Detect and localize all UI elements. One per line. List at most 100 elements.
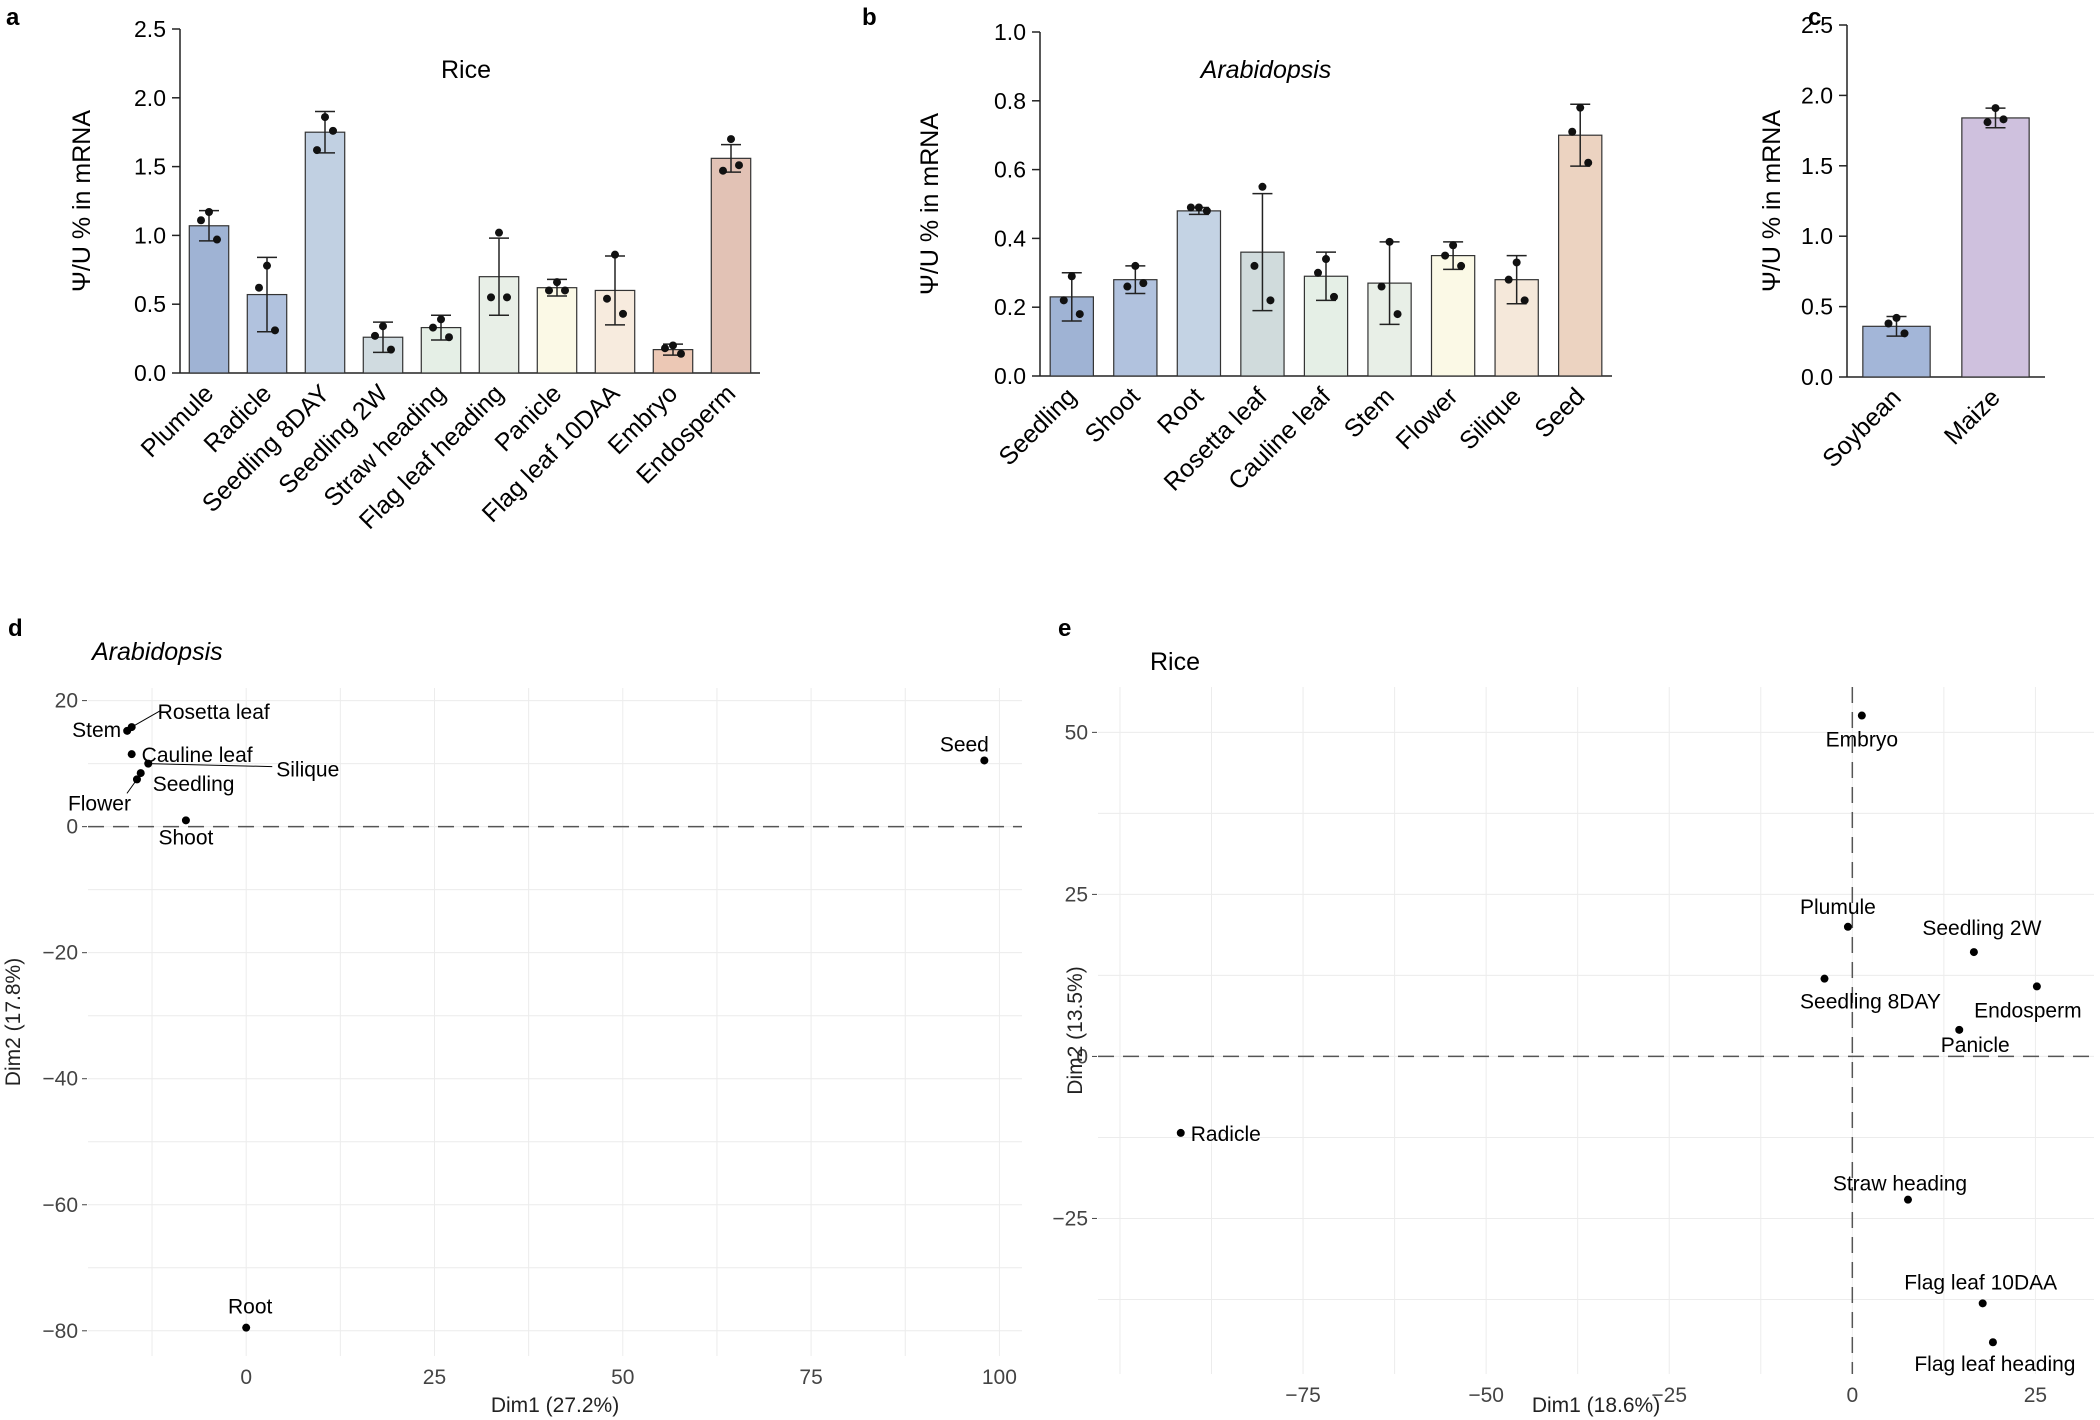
replicate-point xyxy=(1884,319,1893,328)
point-label-flower: Flower xyxy=(68,792,131,815)
replicate-point xyxy=(1322,255,1330,264)
x-tick-label: 25 xyxy=(2024,1384,2047,1407)
replicate-point xyxy=(205,208,213,217)
point-label-stem: Stem xyxy=(72,719,121,742)
y-tick-label: 0.6 xyxy=(994,157,1026,183)
replicate-point xyxy=(445,333,453,342)
point-root xyxy=(242,1323,251,1332)
replicate-point xyxy=(1131,261,1140,270)
y-tick-label: 0.2 xyxy=(994,294,1026,320)
replicate-point xyxy=(1504,275,1513,284)
y-tick-label: 0.0 xyxy=(1801,364,1833,390)
y-tick-label: 0.0 xyxy=(994,363,1026,389)
replicate-point xyxy=(387,345,395,354)
replicate-point xyxy=(1441,251,1450,260)
y-tick-label: 0 xyxy=(66,816,78,839)
point-seedling-8day xyxy=(1820,974,1829,983)
y-axis-label: Ψ/U % in mRNA xyxy=(1758,110,1786,292)
x-tick-label: 100 xyxy=(982,1366,1017,1389)
replicate-point xyxy=(1991,104,2000,113)
point-label-cauline-leaf: Cauline leaf xyxy=(142,744,253,767)
y-tick-label: 0 xyxy=(1076,1045,1088,1068)
replicate-point xyxy=(1377,282,1386,291)
label-leader-line xyxy=(126,779,138,794)
replicate-point xyxy=(669,341,677,350)
replicate-point xyxy=(1520,296,1529,305)
bar-root xyxy=(1176,210,1222,377)
replicate-point xyxy=(321,113,329,122)
chart-title: Rice xyxy=(1150,648,1200,676)
replicate-point xyxy=(313,146,321,155)
replicate-point xyxy=(661,344,669,353)
replicate-point xyxy=(437,315,445,324)
y-tick-label: 1.0 xyxy=(994,19,1026,45)
point-seedling xyxy=(136,769,145,778)
replicate-point xyxy=(1250,261,1259,270)
category-label: Seed xyxy=(1529,382,1590,443)
y-tick-label: 0.5 xyxy=(134,291,166,317)
y-tick-label: 1.0 xyxy=(1801,223,1833,249)
replicate-point xyxy=(487,293,495,302)
y-tick-label: 1.0 xyxy=(134,222,166,248)
y-tick-label: −20 xyxy=(42,942,78,965)
replicate-point xyxy=(255,283,263,292)
y-tick-label: 2.5 xyxy=(1801,12,1833,38)
replicate-point xyxy=(677,349,685,358)
x-tick-label: 25 xyxy=(423,1366,446,1389)
replicate-point xyxy=(1075,310,1084,319)
point-shoot xyxy=(181,816,190,825)
y-tick-label: 50 xyxy=(1065,721,1088,744)
y-tick-label: 2.0 xyxy=(134,85,166,111)
x-tick-label: −50 xyxy=(1468,1384,1504,1407)
bar-panicle xyxy=(536,287,578,374)
x-tick-label: −75 xyxy=(1285,1384,1321,1407)
point-label-seedling-8day: Seedling 8DAY xyxy=(1800,991,1941,1014)
replicate-point xyxy=(619,309,627,318)
replicate-point xyxy=(1258,182,1267,191)
bar-maize xyxy=(1961,117,2030,378)
category-label: Maize xyxy=(1939,383,2006,450)
x-tick-label: −25 xyxy=(1651,1384,1687,1407)
y-tick-label: 0.8 xyxy=(994,88,1026,114)
point-label-radicle: Radicle xyxy=(1191,1123,1261,1146)
replicate-point xyxy=(503,293,511,302)
bar-plumule xyxy=(188,225,230,374)
replicate-point xyxy=(429,323,437,332)
point-label-straw-heading: Straw heading xyxy=(1833,1173,1967,1196)
replicate-point xyxy=(1067,272,1076,281)
point-label-silique: Silique xyxy=(276,759,339,782)
point-label-seedling: Seedling xyxy=(153,773,235,796)
y-tick-label: 2.5 xyxy=(134,16,166,42)
panel-label-c: c xyxy=(1808,4,1821,31)
y-tick-label: 25 xyxy=(1065,883,1088,906)
point-flag-leaf-heading xyxy=(1988,1338,1997,1347)
replicate-point xyxy=(1584,158,1593,167)
label-leader-line xyxy=(148,763,273,768)
replicate-point xyxy=(1900,329,1909,338)
category-label: Seedling xyxy=(993,382,1082,471)
replicate-point xyxy=(1266,296,1275,305)
replicate-point xyxy=(561,286,569,295)
replicate-point xyxy=(1123,282,1132,291)
replicate-point xyxy=(495,228,503,237)
point-plumule xyxy=(1843,922,1852,931)
y-axis-label: Dim2 (17.8%) xyxy=(2,958,25,1086)
point-panicle xyxy=(1955,1025,1964,1034)
replicate-point xyxy=(553,278,561,287)
point-label-seedling-2w: Seedling 2W xyxy=(1922,917,2041,940)
panel-label-e: e xyxy=(1058,615,1071,642)
point-label-root: Root xyxy=(228,1296,273,1319)
replicate-point xyxy=(1999,115,2008,124)
replicate-point xyxy=(1202,206,1211,215)
panel-d: d 0 25 50 75 100 20 0 −20 −40 −60 −80 Dim1 (27.2%) Di… xyxy=(2,615,1022,1417)
label-leader-line xyxy=(131,710,160,728)
y-tick-label: 20 xyxy=(55,690,78,713)
y-tick-label: 1.5 xyxy=(1801,153,1833,179)
panel-label-d: d xyxy=(8,615,23,642)
point-label-seed: Seed xyxy=(940,733,989,756)
replicate-point xyxy=(1449,241,1458,250)
point-stem xyxy=(123,726,132,735)
y-tick-label: 1.5 xyxy=(134,154,166,180)
replicate-point xyxy=(1393,310,1402,319)
